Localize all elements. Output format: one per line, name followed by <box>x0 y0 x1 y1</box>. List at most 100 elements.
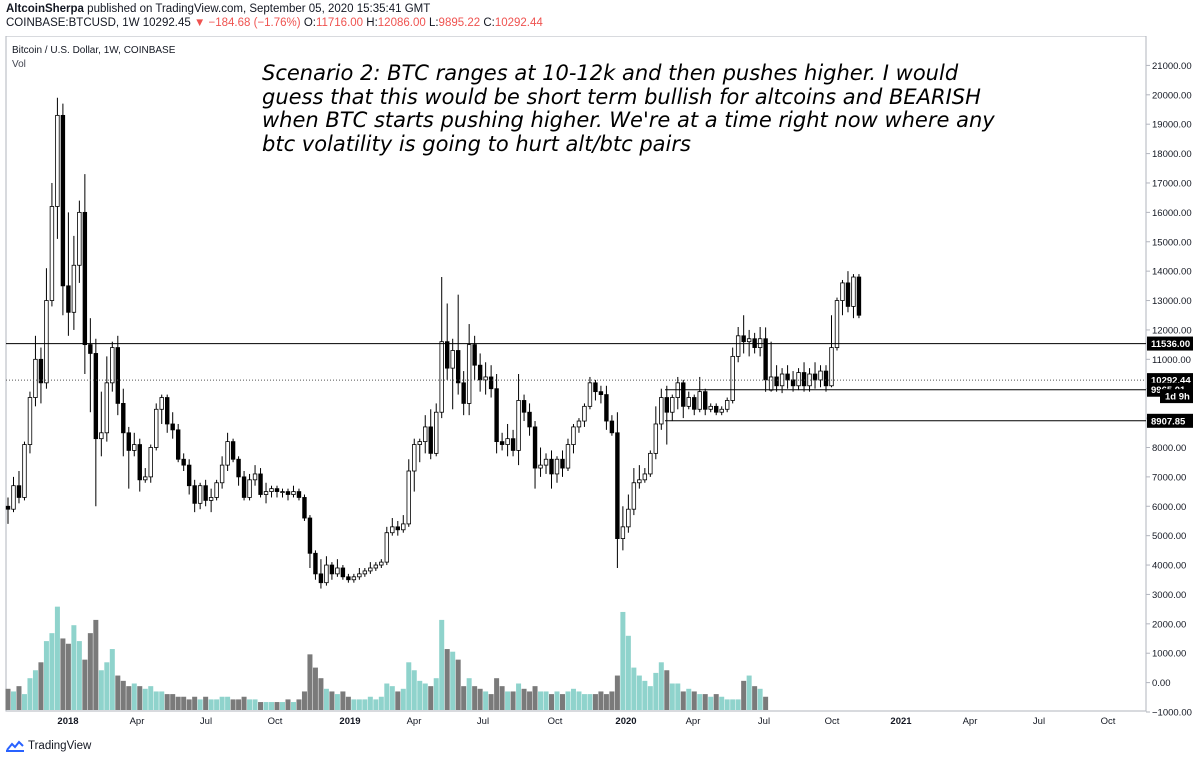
last-price: 10292.45 <box>142 17 191 29</box>
candle <box>741 315 746 354</box>
candle-body <box>88 344 93 354</box>
volume-bar <box>87 633 93 710</box>
volume-bar <box>16 686 22 710</box>
candle-body <box>49 206 55 301</box>
candle <box>401 515 406 533</box>
time-axis: 2018 Apr Jul Oct 2019 Apr Jul Oct 2020 Apr Jul Oct 2… <box>6 710 1146 727</box>
candle <box>719 406 724 416</box>
volume-bar <box>137 686 143 710</box>
candle-body <box>368 567 373 572</box>
candle-body <box>538 464 543 469</box>
volume-bar <box>214 699 220 710</box>
volume-bar <box>450 651 456 710</box>
volume-bar <box>746 675 752 710</box>
volume-bar <box>285 699 291 710</box>
y-tick-label: −1000.00 <box>1152 708 1192 719</box>
volume-bar <box>609 691 615 710</box>
volume-bar <box>614 675 620 710</box>
volume-bar <box>32 670 38 710</box>
candle-body <box>357 573 362 578</box>
volume-bar <box>142 688 148 710</box>
candle <box>499 432 505 451</box>
x-tick-label: 2020 <box>615 716 636 727</box>
candle <box>11 476 16 513</box>
x-tick-label: Apr <box>963 716 978 727</box>
candle-body <box>631 482 637 510</box>
candle-body <box>219 464 225 484</box>
candle <box>379 559 384 568</box>
candle-body <box>340 567 346 578</box>
candle-body <box>99 432 104 440</box>
candle-body <box>16 485 22 498</box>
volume-bar <box>735 699 741 710</box>
candle-body <box>571 426 576 445</box>
candle-body <box>5 505 11 510</box>
candle-body <box>719 408 724 413</box>
volume-bar <box>225 696 231 710</box>
candle <box>247 473 252 501</box>
volume-bar <box>109 649 115 710</box>
candle <box>110 341 115 392</box>
volume-bar <box>126 686 132 710</box>
volume-bar <box>461 686 467 710</box>
candle-body <box>296 491 302 498</box>
candle-body <box>812 373 818 381</box>
candle-body <box>318 573 324 584</box>
candle-body <box>175 429 181 460</box>
volume-bar <box>642 680 648 710</box>
candle <box>560 450 565 477</box>
volume-bar <box>76 641 82 710</box>
plot-area[interactable] <box>5 36 1147 712</box>
volume-bar <box>411 670 417 710</box>
volume-bar <box>27 678 33 710</box>
volume-bar <box>159 691 165 710</box>
candle <box>834 297 840 351</box>
candle <box>851 274 856 319</box>
candle-body <box>126 432 131 451</box>
x-tick-label: Oct <box>548 716 563 727</box>
candle <box>576 418 582 433</box>
y-tick-label: 6000.00 <box>1152 502 1186 513</box>
candle <box>38 347 44 404</box>
volume-bar <box>592 694 598 710</box>
candle <box>670 394 675 422</box>
volume-bar <box>581 694 587 710</box>
volume-bar <box>510 691 516 710</box>
volume-bar <box>219 696 225 710</box>
candle <box>291 485 296 498</box>
volume-bar <box>21 694 27 710</box>
volume-bar <box>439 619 445 710</box>
candle-body <box>637 479 642 484</box>
countdown-label: 1d 9h <box>1165 392 1190 403</box>
price-chart[interactable]: 21000.00 20000.00 19000.00 18000.00 17000.00… <box>0 36 1200 740</box>
candle-body <box>670 397 675 413</box>
candle-body <box>33 358 38 398</box>
footer-brand-text: TradingView <box>28 740 92 752</box>
candle <box>60 103 66 316</box>
candle <box>93 338 99 507</box>
candle <box>724 397 730 413</box>
candle <box>324 556 329 586</box>
close-value: 10292.44 <box>494 17 543 29</box>
volume-bar <box>527 691 533 710</box>
volume-bar <box>131 683 137 710</box>
volume-bar <box>329 691 335 710</box>
volume-bar <box>60 638 66 710</box>
candle-body <box>659 397 664 425</box>
candle-body <box>439 341 444 413</box>
candle <box>510 429 516 457</box>
candle <box>708 403 713 413</box>
candle-body <box>335 567 340 575</box>
candle-body <box>664 397 669 413</box>
volume-bar <box>603 694 609 710</box>
candle-body <box>93 353 99 440</box>
candle <box>148 444 153 483</box>
candle <box>214 479 219 501</box>
symbol: COINBASE:BTCUSD, 1W <box>6 17 140 29</box>
candle-body <box>60 114 66 287</box>
candle <box>132 432 137 457</box>
x-tick-label: Apr <box>686 716 701 727</box>
candle-body <box>582 405 587 422</box>
volume-bar <box>181 696 187 710</box>
candle-body <box>269 488 274 492</box>
